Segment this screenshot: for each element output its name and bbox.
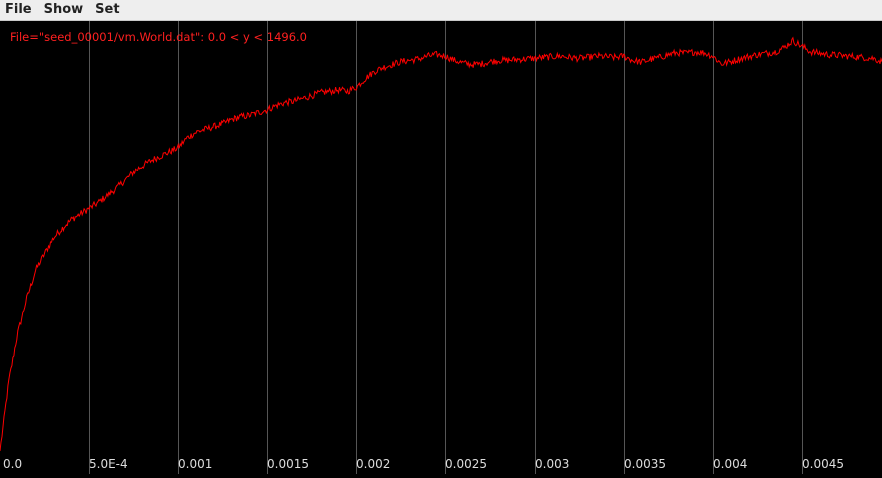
x-tick-label: 0.0035 [624,457,666,471]
series-line [0,36,882,452]
plot-background [0,21,882,474]
x-tick-label: 0.004 [713,457,747,471]
x-tick-label: 0.0 [3,457,22,471]
x-tick-label: 5.0E-4 [89,457,128,471]
menu-show[interactable]: Show [43,2,84,17]
plot-area: 0.0 5.0E-4 0.001 0.0015 0.002 0.0025 0.003 0.00… [0,21,882,474]
menu-bar: File Show Set [0,0,882,21]
x-tick-label: 0.0045 [802,457,844,471]
chart-svg: 0.0 5.0E-4 0.001 0.0015 0.002 0.0025 0.003 0.00… [0,21,882,474]
grid-lines [89,21,803,474]
x-tick-label: 0.002 [356,457,390,471]
menu-set[interactable]: Set [95,2,120,17]
x-tick-label: 0.0015 [267,457,309,471]
x-tick-labels: 0.0 5.0E-4 0.001 0.0015 0.002 0.0025 0.003 0.00… [3,457,844,471]
x-tick-label: 0.001 [178,457,212,471]
chart-title: File="seed_00001/vm.World.dat": 0.0 < y … [10,30,307,44]
x-tick-label: 0.003 [535,457,569,471]
x-tick-label: 0.0025 [445,457,487,471]
menu-file[interactable]: File [5,2,32,17]
